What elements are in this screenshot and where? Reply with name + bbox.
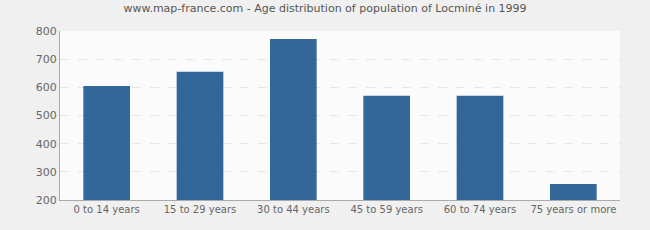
svg-text:700: 700 bbox=[36, 53, 57, 66]
svg-text:0 to 14 years: 0 to 14 years bbox=[74, 204, 140, 215]
svg-text:600: 600 bbox=[36, 81, 57, 94]
svg-text:60 to 74 years: 60 to 74 years bbox=[444, 204, 517, 215]
svg-text:45 to 59 years: 45 to 59 years bbox=[350, 204, 423, 215]
svg-text:15 to 29 years: 15 to 29 years bbox=[164, 204, 237, 215]
svg-text:300: 300 bbox=[36, 166, 57, 179]
svg-text:800: 800 bbox=[36, 25, 57, 38]
svg-text:200: 200 bbox=[36, 194, 57, 207]
svg-text:500: 500 bbox=[36, 109, 57, 122]
svg-text:30 to 44 years: 30 to 44 years bbox=[257, 204, 330, 215]
svg-text:www.map-france.com - Age distr: www.map-france.com - Age distribution of… bbox=[123, 2, 526, 15]
svg-text:75 years or more: 75 years or more bbox=[530, 204, 616, 215]
svg-text:400: 400 bbox=[36, 138, 57, 151]
